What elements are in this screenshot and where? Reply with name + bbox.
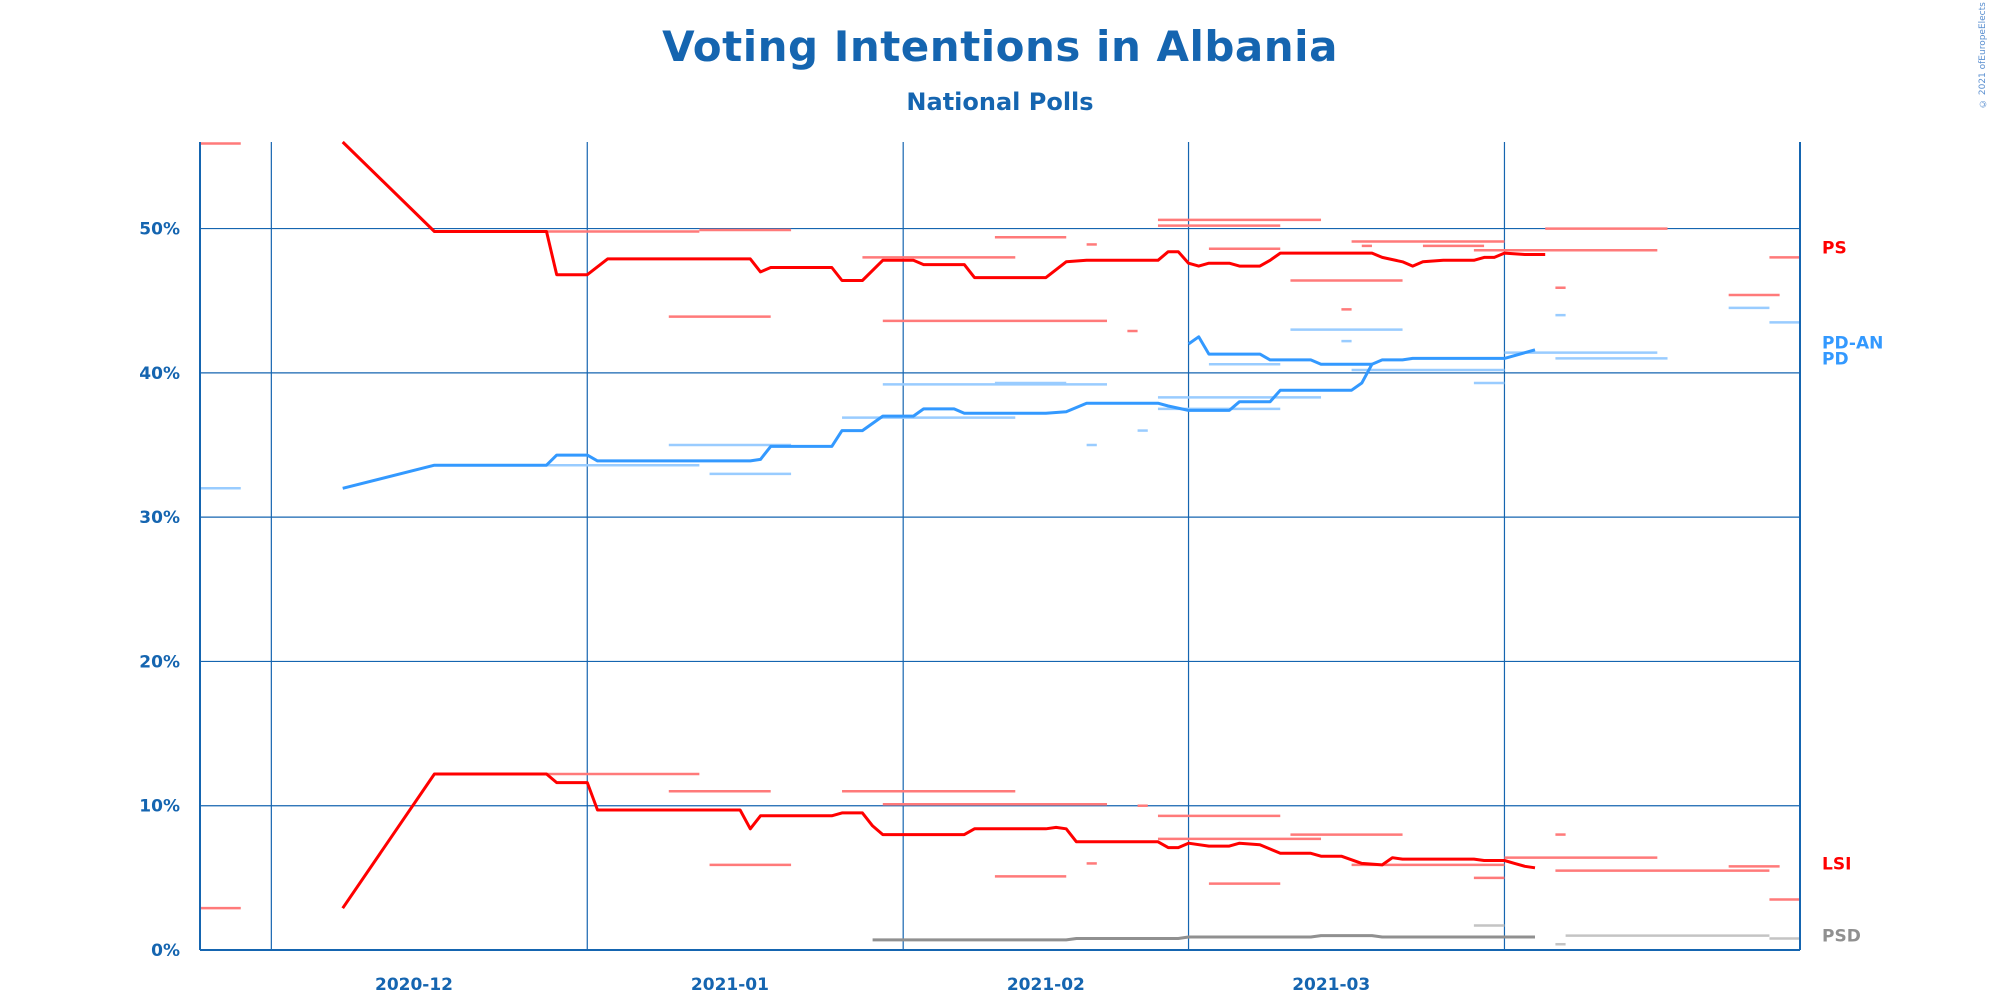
y-tick-label: 30% xyxy=(139,508,180,528)
series-label-lsi: LSI xyxy=(1822,854,1851,874)
y-tick-label: 20% xyxy=(139,652,180,672)
trend-line-lsi xyxy=(341,772,1536,910)
trend-line-ps xyxy=(341,140,1546,282)
axes xyxy=(199,142,1801,951)
y-tick-label: 50% xyxy=(139,220,180,240)
y-tick-label: 40% xyxy=(139,364,180,384)
series-label-ps: PS xyxy=(1822,238,1847,258)
trend-lines xyxy=(341,140,1546,942)
chart-title: Voting Intentions in Albania xyxy=(662,22,1338,71)
y-tick-label: 0% xyxy=(151,941,180,961)
series-label-pd: PD xyxy=(1822,349,1849,369)
tick-labels: 0% 10% 20% 30% 40% 50% 2020-12 2021-01 2021-02 20… xyxy=(139,220,1370,995)
grid-lines xyxy=(200,142,1800,950)
trend-line-pd-an xyxy=(342,348,1536,490)
chart-subtitle: National Polls xyxy=(906,88,1094,116)
x-tick-label: 2021-02 xyxy=(1007,975,1085,995)
x-tick-label: 2021-01 xyxy=(691,975,769,995)
series-label-psd: PSD xyxy=(1822,927,1861,947)
x-tick-label: 2020-12 xyxy=(375,975,453,995)
x-tick-label: 2021-03 xyxy=(1292,975,1370,995)
series-label-pd-an: PD-AN xyxy=(1822,334,1883,354)
poll-markers xyxy=(200,142,1800,946)
trend-line-pd xyxy=(1187,335,1372,366)
trend-line-psd xyxy=(872,934,1535,942)
y-tick-label: 10% xyxy=(139,797,180,817)
